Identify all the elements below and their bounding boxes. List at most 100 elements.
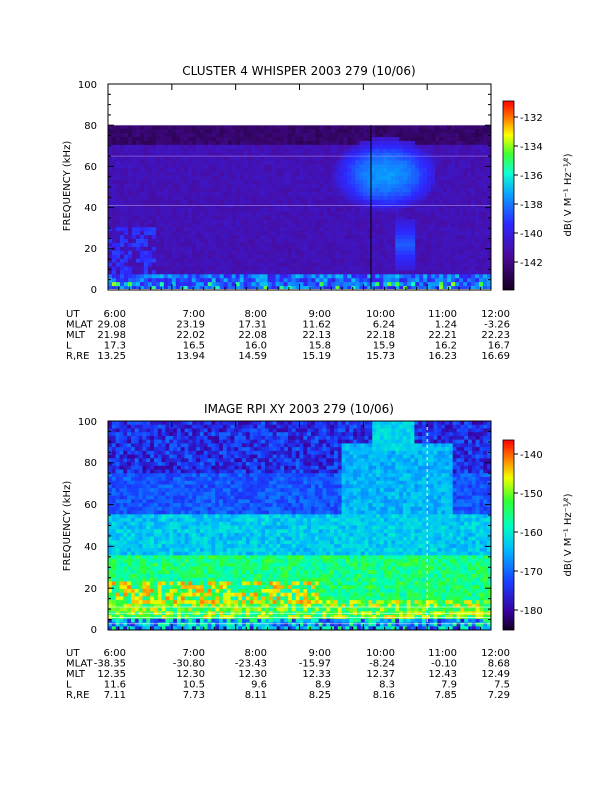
spectrogram-cell bbox=[351, 129, 356, 134]
spectrogram-cell bbox=[135, 537, 139, 541]
spectrogram-cell bbox=[479, 137, 484, 142]
spectrogram-cell bbox=[116, 196, 121, 201]
spectrogram-cell bbox=[451, 239, 456, 244]
spectrogram-cell bbox=[240, 196, 245, 201]
spectrogram-cell bbox=[252, 157, 257, 162]
spectrogram-cell bbox=[152, 219, 157, 224]
spectrogram-cell bbox=[140, 227, 145, 232]
spectrogram-cell bbox=[228, 227, 233, 232]
spectrogram-cell bbox=[427, 231, 432, 236]
spectrogram-cell bbox=[300, 274, 305, 279]
spectrogram-cell bbox=[158, 533, 162, 537]
spectrogram-cell bbox=[208, 251, 213, 256]
spectrogram-cell bbox=[148, 133, 153, 138]
spectrogram-cell bbox=[108, 466, 112, 470]
spectrogram-cell bbox=[164, 180, 169, 185]
spectrogram-cell bbox=[391, 157, 396, 162]
spectrogram-cell bbox=[319, 157, 324, 162]
spectrogram-cell bbox=[463, 274, 468, 279]
spectrogram-cell bbox=[127, 473, 131, 477]
spectrogram-cell bbox=[455, 263, 460, 268]
spectrogram-cell bbox=[212, 274, 217, 279]
spectrogram-cell bbox=[264, 192, 269, 197]
spectrogram-cell bbox=[200, 274, 205, 279]
spectrogram-cell bbox=[455, 243, 460, 248]
spectrogram-cell bbox=[391, 212, 396, 217]
spectrogram-cell bbox=[150, 567, 154, 571]
spectrogram-cell bbox=[307, 125, 312, 130]
spectrogram-cell bbox=[148, 192, 153, 197]
spectrogram-cell bbox=[443, 266, 448, 271]
spectrogram-cell bbox=[204, 196, 209, 201]
spectrogram-cell bbox=[244, 255, 249, 260]
spectrogram-cell bbox=[220, 239, 225, 244]
spectrogram-cell bbox=[112, 196, 117, 201]
spectrogram-cell bbox=[172, 239, 177, 244]
spectrogram-cell bbox=[176, 125, 181, 130]
spectrogram-cell bbox=[419, 247, 424, 252]
spectrogram-cell bbox=[475, 192, 480, 197]
spectrogram-cell bbox=[311, 168, 316, 173]
spectrogram-cell bbox=[288, 164, 293, 169]
spectrogram-cell bbox=[208, 200, 213, 205]
spectrogram-cell bbox=[244, 133, 249, 138]
spectrogram-cell bbox=[435, 164, 440, 169]
spectrogram-cell bbox=[248, 145, 253, 150]
spectrogram-cell bbox=[160, 266, 165, 271]
spectrogram-cell bbox=[399, 188, 404, 193]
spectrogram-cell bbox=[483, 274, 488, 279]
spectrogram-cell bbox=[248, 231, 253, 236]
spectrogram-cell bbox=[284, 161, 289, 166]
spectrogram-cell bbox=[288, 247, 293, 252]
spectrogram-cell bbox=[447, 176, 452, 181]
spectrogram-cell bbox=[447, 223, 452, 228]
spectrogram-cell bbox=[467, 215, 472, 220]
spectrogram-cell bbox=[150, 555, 154, 559]
spectrogram-cell bbox=[128, 168, 133, 173]
spectrogram-cell bbox=[160, 219, 165, 224]
spectrogram-cell bbox=[447, 161, 452, 166]
spectrogram-cell bbox=[431, 188, 436, 193]
spectrogram-cell bbox=[212, 196, 217, 201]
spectrogram-cell bbox=[415, 172, 420, 177]
spectrogram-cell bbox=[347, 180, 352, 185]
spectrogram-cell bbox=[296, 235, 301, 240]
spectrogram-cell bbox=[391, 172, 396, 177]
spectrogram-cell bbox=[123, 451, 127, 455]
spectrogram-cell bbox=[139, 552, 143, 556]
spectrogram-cell bbox=[256, 231, 261, 236]
spectrogram-cell bbox=[447, 247, 452, 252]
spectrogram-cell bbox=[371, 266, 376, 271]
spectrogram-cell bbox=[123, 447, 127, 451]
spectrogram-cell bbox=[176, 141, 181, 146]
spectrogram-cell bbox=[391, 180, 396, 185]
spectrogram-cell bbox=[475, 223, 480, 228]
spectrogram-cell bbox=[276, 251, 281, 256]
spectrogram-cell bbox=[407, 227, 412, 232]
spectrogram-cell bbox=[407, 157, 412, 162]
spectrogram-cell bbox=[447, 137, 452, 142]
spectrogram-cell bbox=[148, 212, 153, 217]
spectrogram-cell bbox=[119, 466, 123, 470]
spectrogram-cell bbox=[300, 125, 305, 130]
spectrogram-cell bbox=[172, 263, 177, 268]
spectrogram-cell bbox=[136, 137, 141, 142]
spectrogram-cell bbox=[116, 172, 121, 177]
spectrogram-cell bbox=[244, 196, 249, 201]
spectrogram-cell bbox=[124, 266, 129, 271]
spectrogram-cell bbox=[146, 544, 150, 548]
spectrogram-cell bbox=[387, 212, 392, 217]
spectrogram-cell bbox=[284, 184, 289, 189]
spectrogram-cell bbox=[272, 192, 277, 197]
spectrogram-cell bbox=[148, 176, 153, 181]
spectrogram-cell bbox=[228, 247, 233, 252]
spectrogram-cell bbox=[343, 129, 348, 134]
spectrogram-cell bbox=[127, 567, 131, 571]
spectrogram-cell bbox=[411, 251, 416, 256]
spectrogram-cell bbox=[471, 208, 476, 213]
spectrogram-cell bbox=[323, 282, 328, 287]
spectrogram-cell bbox=[260, 149, 265, 154]
spectrogram-cell bbox=[152, 235, 157, 240]
spectrogram-cell bbox=[375, 141, 380, 146]
spectrogram-cell bbox=[116, 219, 121, 224]
